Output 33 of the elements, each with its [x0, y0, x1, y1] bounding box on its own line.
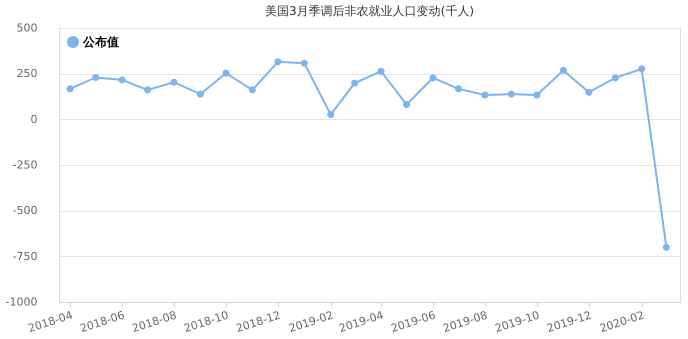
y-tick-label: 250 — [16, 67, 38, 80]
point — [612, 74, 619, 82]
point — [196, 90, 204, 98]
point — [508, 90, 515, 98]
point — [327, 111, 334, 118]
point — [66, 85, 74, 92]
point — [144, 86, 152, 94]
y-tick-label: -250 — [12, 158, 38, 172]
point — [351, 80, 358, 87]
point — [248, 86, 256, 94]
point — [560, 66, 567, 74]
point — [429, 74, 436, 82]
point — [481, 92, 488, 99]
point — [403, 101, 410, 108]
legend-label: 公布值 — [82, 35, 119, 49]
point — [274, 58, 282, 66]
chart-title: 美国3月季调后非农就业人口变动(千人) — [265, 4, 474, 18]
point — [454, 85, 462, 92]
y-tick-label: -750 — [12, 250, 38, 263]
y-tick-label: 0 — [30, 112, 38, 126]
point — [377, 68, 385, 75]
point — [662, 244, 670, 251]
point — [222, 70, 230, 77]
point — [92, 74, 100, 82]
y-tick-label: 500 — [16, 22, 38, 34]
point — [118, 76, 126, 84]
point — [533, 92, 540, 99]
point — [170, 78, 178, 86]
y-tick-label: -500 — [12, 204, 38, 218]
y-tick-label: -1000 — [6, 296, 38, 308]
point — [300, 60, 308, 67]
point — [638, 65, 646, 72]
point — [585, 88, 592, 96]
